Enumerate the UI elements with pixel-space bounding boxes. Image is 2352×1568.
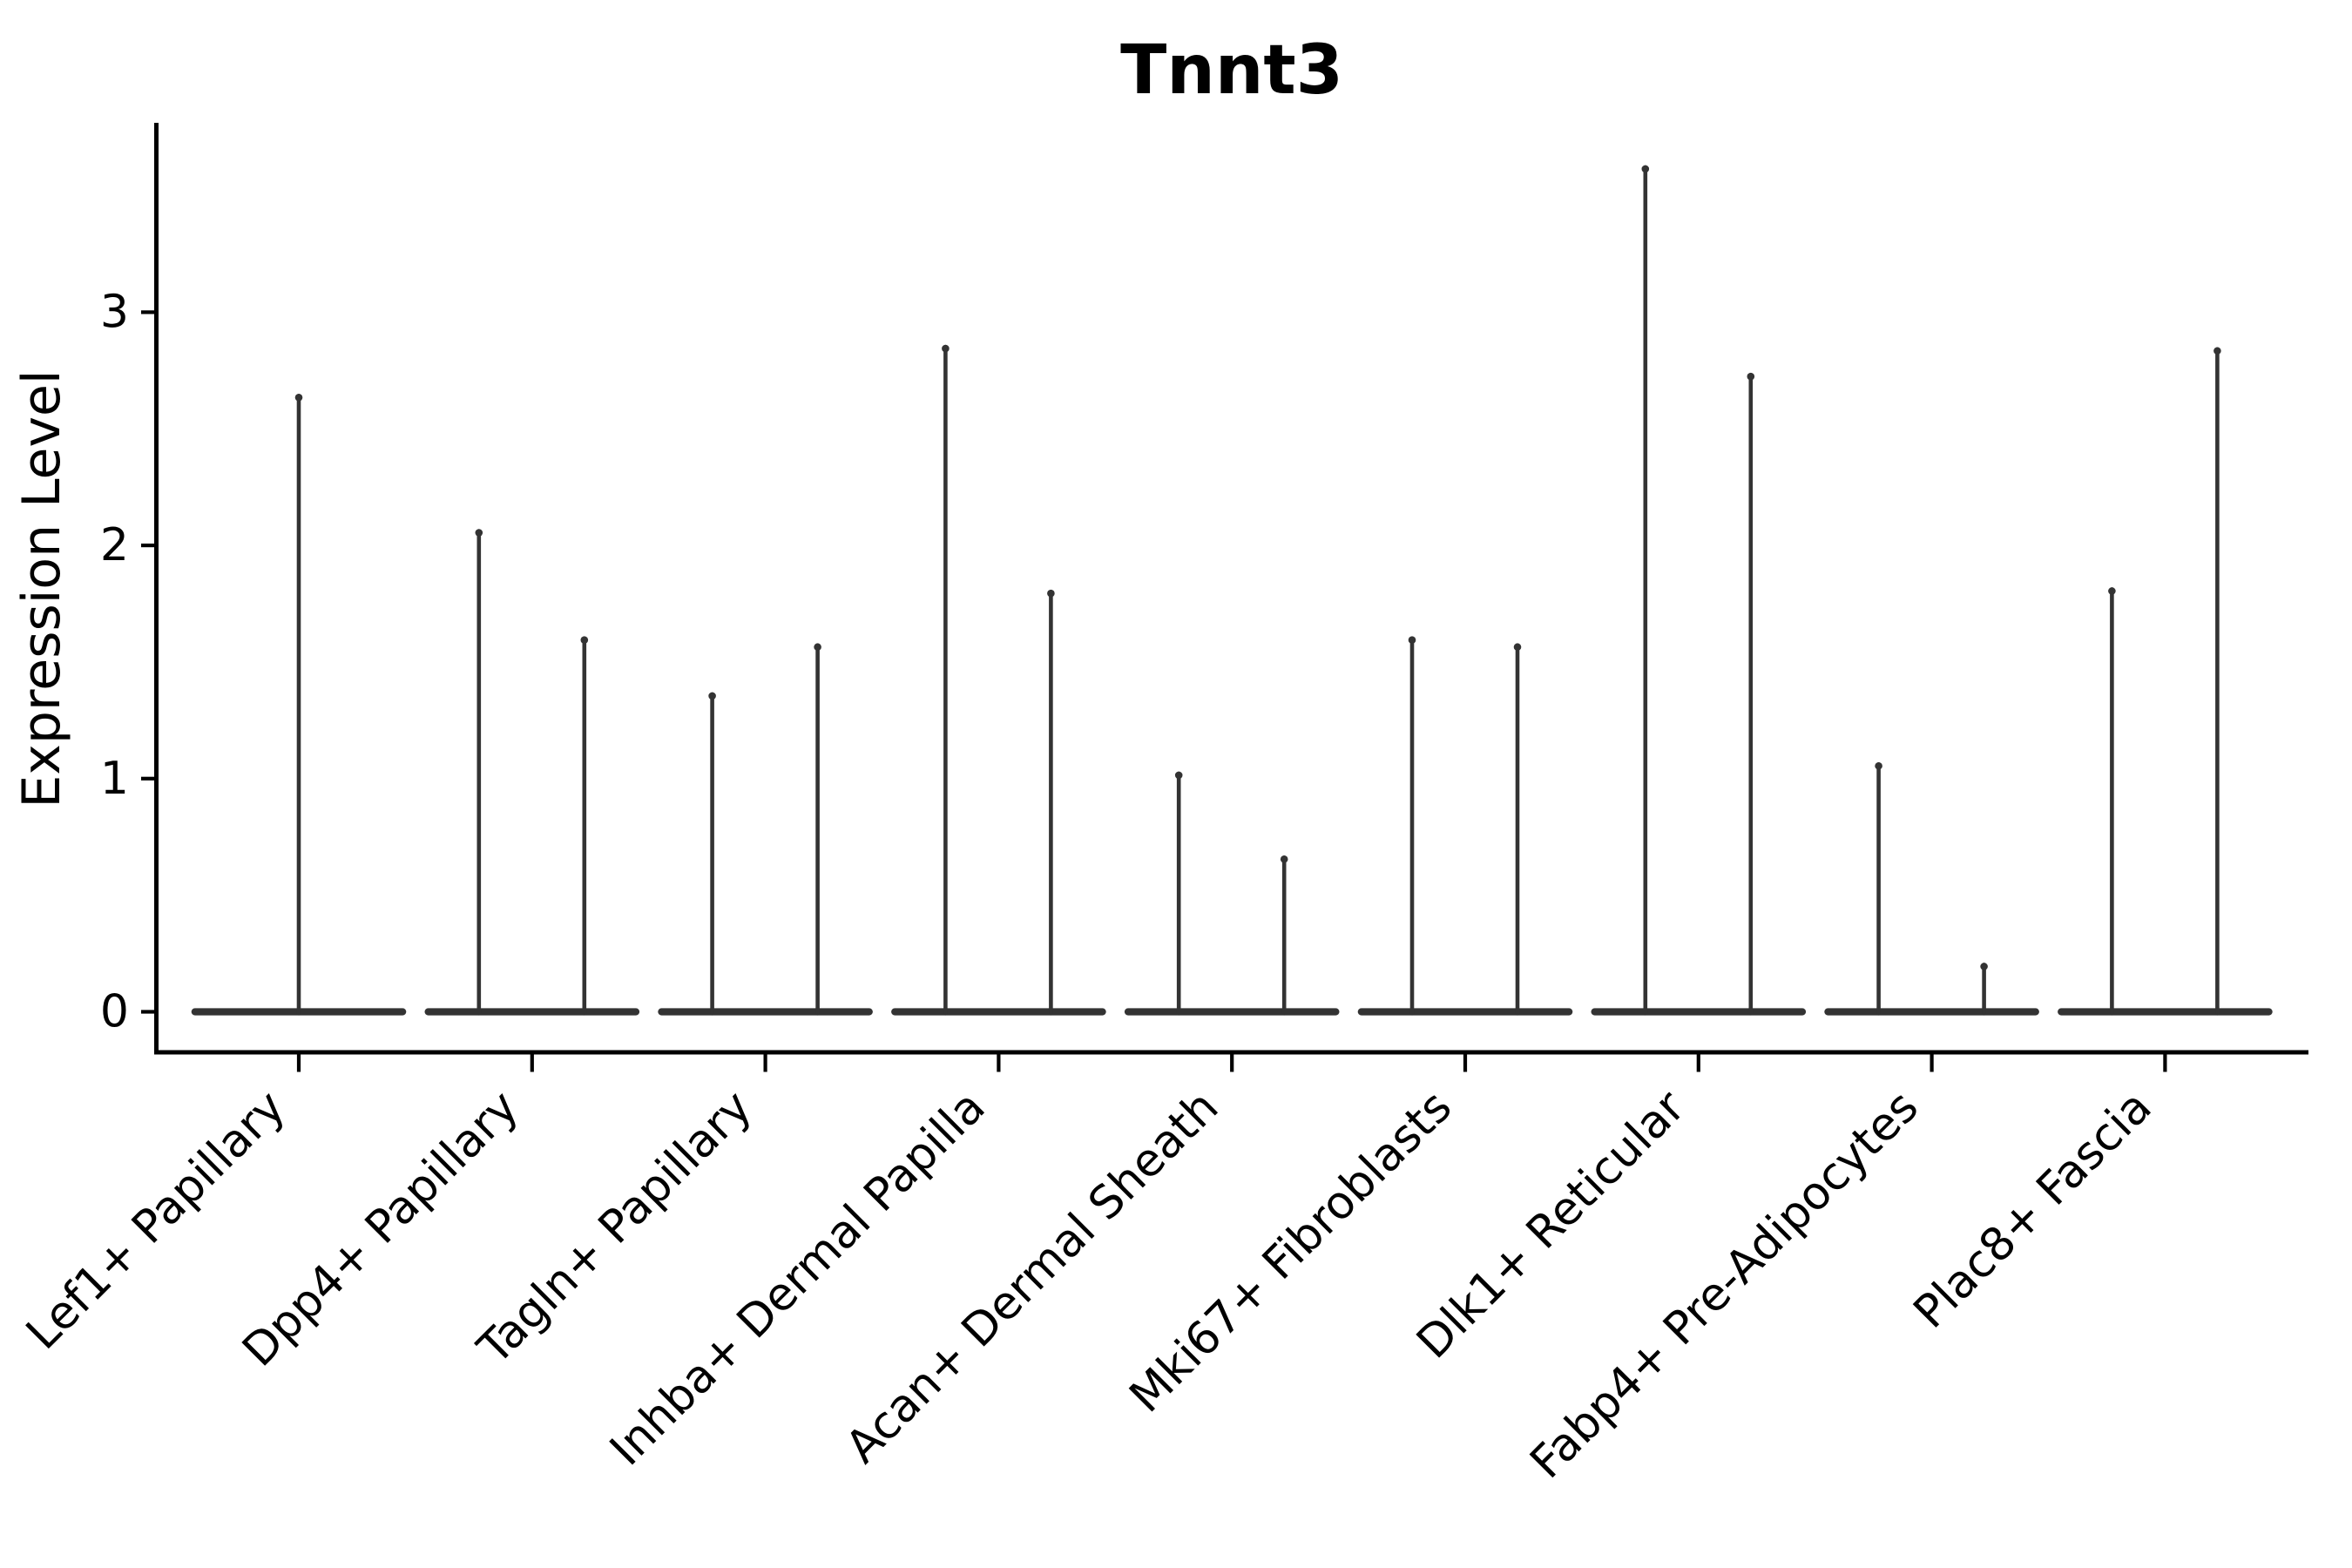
violin-tip (294, 393, 303, 402)
violin-spike (1049, 589, 1053, 1016)
x-tick (997, 1054, 1001, 1072)
violin-spike (1176, 771, 1181, 1016)
violin-spike (1515, 643, 1520, 1016)
violin-tip (2213, 347, 2221, 355)
x-axis-category-label: Acan+ Dermal Sheath (836, 1081, 1229, 1474)
violin-tip (580, 636, 589, 645)
violin-spike (296, 394, 301, 1016)
y-axis-label: Expression Level (11, 369, 72, 808)
x-tick (1696, 1054, 1700, 1072)
violin-tip (475, 529, 483, 537)
x-tick (763, 1054, 767, 1072)
y-tick (141, 1010, 154, 1014)
y-tick-label: 1 (100, 753, 129, 805)
y-tick (141, 776, 154, 781)
violin-spike (815, 643, 820, 1016)
violin-tip (1641, 165, 1650, 173)
y-tick (141, 310, 154, 314)
violin-tip (1174, 771, 1183, 780)
violin-base (891, 1008, 1106, 1016)
violin-spike (943, 344, 948, 1016)
violin-tip (2108, 587, 2116, 595)
violin-base (1824, 1008, 2039, 1016)
y-tick-label: 2 (100, 519, 129, 571)
x-tick (2163, 1054, 2167, 1072)
violin-spike (2110, 587, 2114, 1016)
violin-spike (710, 692, 714, 1016)
violin-spike (1409, 636, 1415, 1016)
violin-base (1591, 1008, 1807, 1016)
violin-spike (1643, 165, 1648, 1016)
x-tick (1230, 1054, 1234, 1072)
violin-tip (708, 692, 716, 700)
violin-spike (2215, 347, 2220, 1016)
y-axis-spine (154, 123, 159, 1055)
y-tick (141, 544, 154, 548)
x-axis-spine (154, 1050, 2308, 1055)
x-axis-category-label: Plac8+ Fascia (1904, 1081, 2162, 1339)
violin-spike (1281, 855, 1287, 1016)
x-axis-category-label: Inhba+ Dermal Papilla (600, 1081, 995, 1476)
violin-base (658, 1008, 873, 1016)
y-tick-label: 3 (100, 286, 129, 338)
y-tick-label: 0 (100, 986, 129, 1038)
plot-title: Tnnt3 (1120, 31, 1343, 110)
violin-tip (1513, 643, 1522, 652)
x-axis-category-label: Fabp4+ Pre-Adipocytes (1521, 1081, 1929, 1489)
violin-spike (476, 529, 482, 1016)
violin-tip (1047, 589, 1055, 598)
x-tick (1930, 1054, 1934, 1072)
violin-spike (582, 636, 587, 1016)
violin-spike (1982, 963, 1986, 1016)
violin-spike (1748, 373, 1754, 1016)
violin-base (2058, 1008, 2273, 1016)
violin-base (424, 1008, 640, 1016)
violin-tip (814, 643, 821, 652)
violin-base (1357, 1008, 1573, 1016)
violin-tip (942, 344, 950, 353)
violin-tip (1747, 372, 1755, 381)
x-tick (530, 1054, 534, 1072)
violin-base (1124, 1008, 1340, 1016)
violin-tip (1280, 855, 1288, 863)
violin-tip (1875, 761, 1882, 770)
x-tick (296, 1054, 301, 1072)
x-tick (1463, 1054, 1468, 1072)
violin-tip (1980, 963, 1988, 970)
violin-tip (1408, 636, 1416, 645)
violin-spike (1876, 762, 1881, 1016)
